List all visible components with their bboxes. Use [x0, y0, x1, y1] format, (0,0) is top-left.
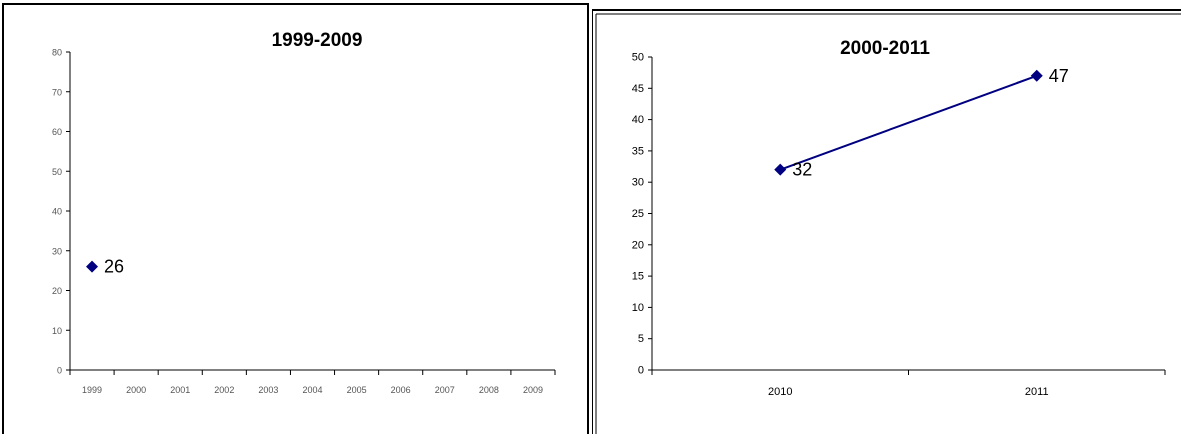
y-tick-label: 10 — [52, 326, 62, 336]
x-tick-label: 2001 — [170, 385, 190, 395]
data-label: 47 — [1049, 66, 1069, 86]
data-point-marker — [774, 163, 787, 176]
y-tick-label: 70 — [52, 87, 62, 97]
x-tick-label: 2002 — [214, 385, 234, 395]
y-tick-label: 15 — [632, 271, 644, 283]
data-point-marker — [86, 260, 99, 273]
y-tick-label: 20 — [632, 239, 644, 251]
y-tick-label: 0 — [57, 366, 62, 376]
y-tick-label: 40 — [632, 114, 644, 126]
x-tick-label: 1999 — [82, 385, 102, 395]
y-tick-label: 30 — [632, 177, 644, 189]
chart-1999-2009: 1999-2009 0 10 20 30 40 50 60 70 80 1999 2000 2001 20… — [2, 3, 589, 434]
y-tick-label: 10 — [632, 302, 644, 314]
y-tick-label: 0 — [638, 365, 644, 377]
x-tick-label: 2007 — [435, 385, 455, 395]
x-tick-label: 2009 — [523, 385, 543, 395]
y-tick-label: 50 — [632, 52, 644, 64]
x-tick-label: 2005 — [347, 385, 367, 395]
y-tick-label: 30 — [52, 246, 62, 256]
x-tick-label: 2004 — [302, 385, 322, 395]
y-tick-label: 80 — [52, 48, 62, 58]
y-tick-label: 45 — [632, 83, 644, 95]
y-tick-label: 40 — [52, 207, 62, 217]
data-point-marker — [1030, 69, 1043, 82]
y-tick-label: 60 — [52, 127, 62, 137]
y-tick-label: 20 — [52, 286, 62, 296]
data-label: 32 — [792, 160, 812, 180]
y-tick-label: 25 — [632, 208, 644, 220]
x-tick-label: 2006 — [391, 385, 411, 395]
y-tick-label: 5 — [638, 333, 644, 345]
x-tick-label: 2010 — [768, 386, 792, 398]
chart-2000-2011: 2000-2011 0 5 10 15 20 25 30 35 40 45 50 2010 2011 32 4… — [592, 9, 1181, 434]
chart-panel-1999-2009: 1999-2009 0 10 20 30 40 50 60 70 80 1999 2000 2001 20… — [0, 0, 590, 434]
data-label: 26 — [104, 257, 124, 277]
chart-border — [592, 9, 1181, 434]
x-tick-label: 2000 — [126, 385, 146, 395]
chart-border — [2, 3, 589, 434]
x-tick-label: 2003 — [258, 385, 278, 395]
y-tick-label: 35 — [632, 145, 644, 157]
y-tick-label: 50 — [52, 167, 62, 177]
series-line — [779, 74, 1038, 171]
x-tick-label: 2011 — [1025, 386, 1049, 398]
chart-panel-2000-2011: 2000-2011 0 5 10 15 20 25 30 35 40 45 50 2010 2011 32 4… — [592, 0, 1181, 434]
x-tick-label: 2008 — [479, 385, 499, 395]
chart-title: 2000-2011 — [840, 38, 930, 59]
chart-title: 1999-2009 — [272, 30, 363, 51]
